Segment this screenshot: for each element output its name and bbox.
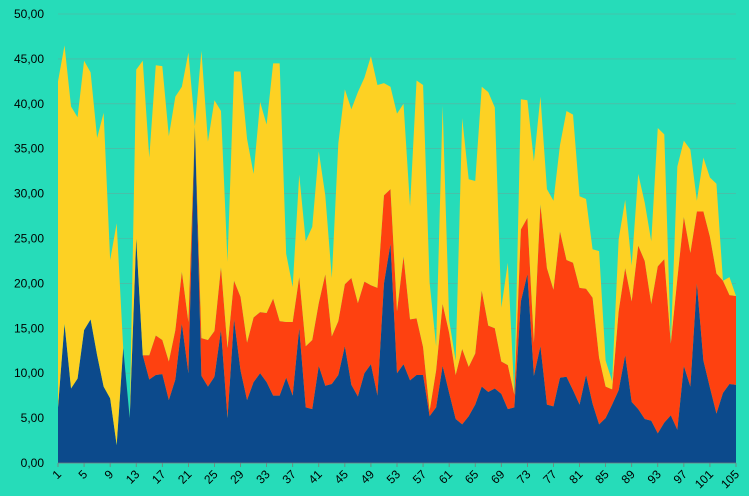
y-tick-label: 0,00 xyxy=(21,456,45,470)
area-series-3 xyxy=(58,45,736,446)
area-series-1 xyxy=(58,126,736,463)
y-axis-ticks: 0,00 5,00 10,00 15,00 20,00 25,00 30,00 35,00 40… xyxy=(14,7,44,470)
y-tick-label: 10,00 xyxy=(14,366,44,380)
y-tick-label: 30,00 xyxy=(14,187,44,201)
y-tick-label: 50,00 xyxy=(14,7,44,21)
y-tick-label: 45,00 xyxy=(14,52,44,66)
y-tick-label: 5,00 xyxy=(21,411,45,425)
area-series xyxy=(58,45,736,463)
y-tick-label: 15,00 xyxy=(14,321,44,335)
y-tick-label: 40,00 xyxy=(14,97,44,111)
y-tick-label: 35,00 xyxy=(14,142,44,156)
y-tick-label: 20,00 xyxy=(14,276,44,290)
y-tick-label: 25,00 xyxy=(14,232,44,246)
area-series-2 xyxy=(58,126,736,446)
